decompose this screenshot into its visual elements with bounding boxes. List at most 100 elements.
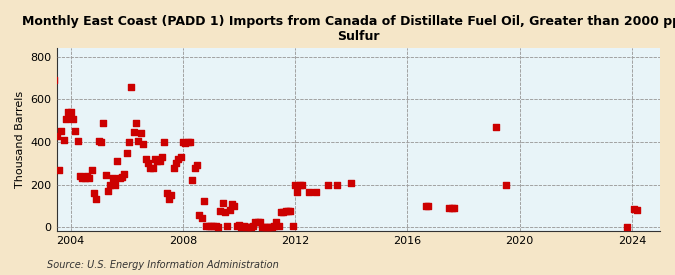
Point (60, 116, 71, 121)
Point (182, 140, 193, 144)
Point (449, 206, 460, 210)
Point (491, 125, 502, 129)
Point (152, 159, 163, 163)
Point (323, 182, 333, 187)
Point (224, 208, 235, 212)
Point (304, 190, 315, 194)
Point (631, 208, 642, 212)
Point (211, 224, 221, 228)
Point (192, 163, 202, 167)
Point (208, 224, 219, 228)
Point (196, 215, 207, 220)
Point (77, 176, 88, 180)
Point (176, 155, 186, 159)
Point (142, 161, 153, 166)
Point (246, 225, 256, 229)
Point (124, 140, 134, 144)
Point (189, 165, 200, 170)
Point (238, 224, 249, 228)
Point (63, 110, 74, 114)
Point (194, 213, 205, 218)
Point (500, 182, 511, 187)
Point (93, 139, 104, 143)
Point (119, 172, 130, 176)
Point (332, 182, 343, 187)
Point (243, 225, 254, 229)
Point (288, 224, 298, 228)
Point (271, 220, 281, 224)
Point (149, 157, 160, 161)
Point (42, 89, 53, 93)
Point (622, 225, 632, 229)
Point (254, 220, 265, 224)
Point (290, 182, 300, 187)
Point (70, 129, 81, 134)
Point (117, 175, 128, 179)
Point (264, 225, 275, 229)
Point (446, 206, 457, 210)
Point (82, 174, 92, 178)
Point (262, 225, 273, 229)
Point (198, 198, 209, 203)
Point (65, 110, 76, 114)
Point (180, 141, 190, 145)
Point (91, 197, 102, 202)
Point (423, 204, 434, 208)
Title: Monthly East Coast (PADD 1) Imports from Canada of Distillate Fuel Oil, Greater : Monthly East Coast (PADD 1) Imports from… (22, 15, 675, 43)
Point (74, 174, 85, 178)
Point (215, 209, 225, 213)
Point (346, 181, 356, 186)
Point (47, 63, 57, 68)
Point (56, 129, 67, 134)
Point (229, 204, 240, 208)
Point (51, 133, 62, 138)
Point (310, 190, 321, 194)
Point (250, 220, 261, 224)
Point (128, 130, 139, 134)
Point (170, 161, 181, 166)
Point (178, 140, 188, 144)
Point (248, 224, 259, 228)
Point (252, 220, 263, 224)
Point (138, 142, 148, 146)
Point (72, 139, 83, 143)
Point (236, 225, 246, 229)
Point (130, 121, 141, 125)
Point (173, 157, 184, 161)
Point (161, 191, 172, 195)
Point (109, 182, 120, 187)
Point (126, 84, 137, 89)
Point (267, 225, 277, 229)
Point (187, 178, 198, 183)
Point (144, 165, 155, 170)
Point (292, 190, 303, 194)
Point (157, 155, 167, 159)
Y-axis label: Thousand Barrels: Thousand Barrels (15, 91, 25, 188)
Point (205, 224, 216, 228)
Point (203, 224, 214, 228)
Point (421, 204, 431, 208)
Point (217, 200, 228, 205)
Point (294, 182, 305, 187)
Point (84, 176, 95, 180)
Point (103, 189, 113, 193)
Point (273, 224, 284, 228)
Point (86, 167, 97, 172)
Point (168, 165, 179, 170)
Point (629, 207, 640, 211)
Point (136, 131, 146, 136)
Point (240, 225, 251, 229)
Point (232, 224, 242, 228)
Point (234, 223, 244, 227)
Point (278, 210, 289, 214)
Point (44, 78, 55, 82)
Point (165, 193, 176, 197)
Point (49, 78, 59, 82)
Point (297, 182, 308, 187)
Point (283, 209, 294, 213)
Point (159, 140, 169, 144)
Point (53, 167, 64, 172)
Point (122, 150, 132, 155)
Point (105, 182, 116, 187)
Point (184, 140, 195, 144)
